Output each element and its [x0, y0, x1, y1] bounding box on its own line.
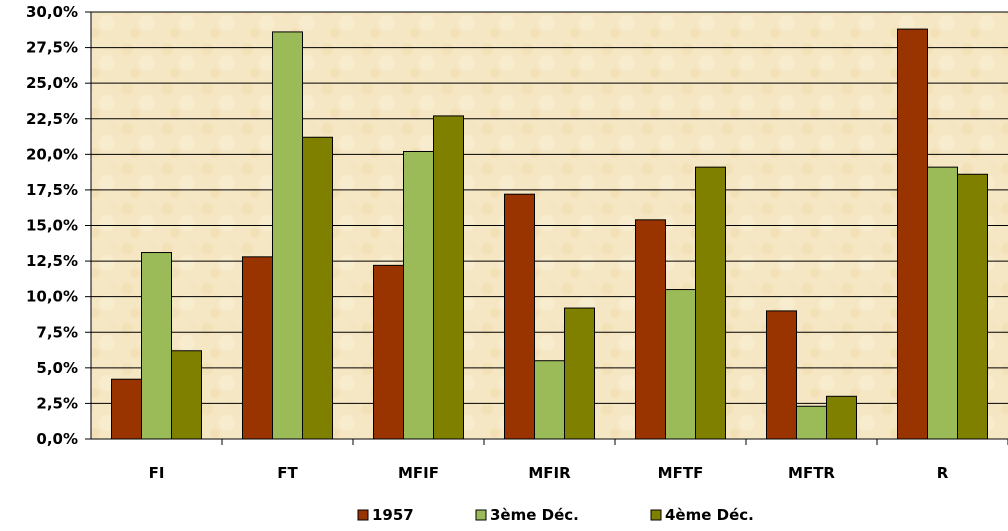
- x-tick-label: R: [937, 464, 949, 482]
- legend-swatch: [357, 509, 369, 521]
- y-tick-label: 17,5%: [26, 181, 78, 199]
- bar-r-series-2: [927, 166, 958, 440]
- bar-r-series-3: [957, 173, 988, 440]
- legend-label: 4ème Déc.: [665, 506, 754, 524]
- y-tick-label: 10,0%: [26, 288, 78, 306]
- bar-fi-series-1: [111, 378, 142, 440]
- y-tick-label: 7,5%: [36, 323, 78, 341]
- bar-mftr-series-3: [826, 395, 857, 440]
- y-tick-label: 27,5%: [26, 39, 78, 57]
- bar-fi-series-3: [171, 350, 202, 440]
- y-tick-label: 30,0%: [26, 3, 78, 21]
- bars: [111, 28, 988, 440]
- bar-mfir-series-2: [534, 360, 565, 440]
- x-tick-label: MFIF: [398, 464, 439, 482]
- legend-swatch: [475, 509, 487, 521]
- bar-mfif-series-3: [433, 115, 464, 440]
- legend: 1957 3ème Déc. 4ème Déc.: [357, 506, 754, 524]
- x-tick-label: FT: [277, 464, 298, 482]
- x-tick-label: MFTF: [658, 464, 704, 482]
- y-tick-label: 15,0%: [26, 217, 78, 235]
- legend-label: 1957: [372, 506, 414, 524]
- y-tick-label: 20,0%: [26, 145, 78, 163]
- y-tick-label: 25,0%: [26, 74, 78, 92]
- bar-ft-series-1: [242, 256, 273, 440]
- x-tick-label: MFIR: [528, 464, 571, 482]
- bar-r-series-1: [897, 28, 928, 440]
- bar-ft-series-3: [302, 136, 333, 440]
- legend-swatch: [650, 509, 662, 521]
- y-tick-label: 22,5%: [26, 110, 78, 128]
- bar-mftr-series-2: [796, 405, 827, 440]
- axes: [85, 11, 1008, 445]
- bar-mftf-series-3: [695, 166, 726, 440]
- bar-mftf-series-2: [665, 289, 696, 440]
- x-tick-label: FI: [149, 464, 165, 482]
- bar-mfif-series-1: [373, 264, 404, 440]
- y-tick-label: 5,0%: [36, 359, 78, 377]
- y-tick-label: 2,5%: [36, 394, 78, 412]
- y-tick-labels: 0,0% 2,5% 5,0% 7,5% 10,0% 12,5% 15,0% 17,5% 20,0…: [26, 3, 78, 448]
- bar-mftf-series-1: [635, 219, 666, 440]
- bar-mfif-series-2: [403, 150, 434, 440]
- bar-mftr-series-1: [766, 310, 797, 440]
- legend-label: 3ème Déc.: [490, 506, 579, 524]
- bar-fi-series-2: [141, 252, 172, 440]
- bar-mfir-series-3: [564, 307, 595, 440]
- x-tick-label: MFTR: [788, 464, 835, 482]
- bar-mfir-series-1: [504, 193, 535, 440]
- y-tick-label: 12,5%: [26, 252, 78, 270]
- y-tick-label: 0,0%: [36, 430, 78, 448]
- bar-ft-series-2: [272, 31, 303, 440]
- x-tick-labels: FI FT MFIF MFIR MFTF MFTR R: [149, 464, 949, 482]
